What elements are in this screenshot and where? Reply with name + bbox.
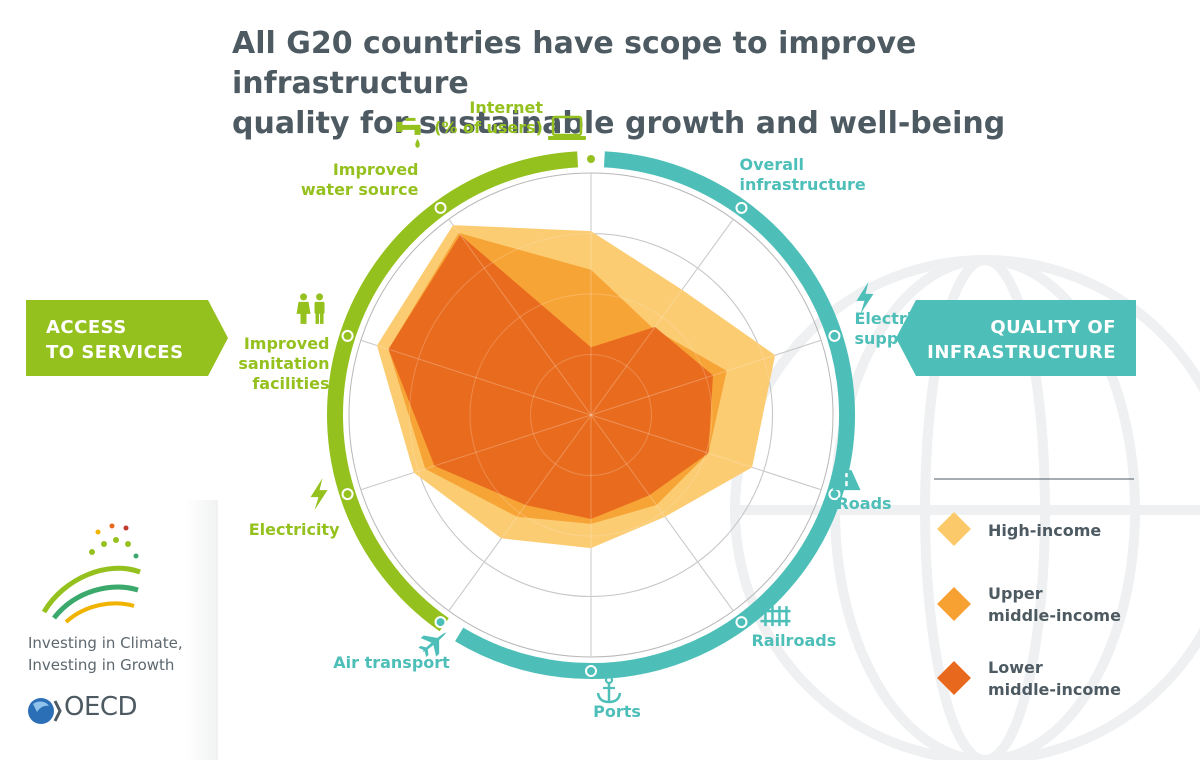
grid-spoke-overlay (448, 218, 592, 416)
axis-marker-dot (735, 201, 748, 214)
grid-spoke-overlay (448, 414, 592, 612)
grid-spoke-overlay (590, 414, 822, 491)
grid-spoke-overlay (360, 414, 592, 491)
legend-swatch-upper-middle-income (937, 587, 971, 621)
quality-banner-line-2: INFRASTRUCTURE (927, 342, 1116, 363)
axis-marker-dot (735, 616, 748, 629)
axis-marker-dot (341, 488, 354, 501)
axis-marker-dot (585, 153, 597, 165)
axis-label-line: Overall (739, 155, 804, 174)
logo-dot (125, 541, 131, 547)
legend-label-upper-middle-income-line-2: middle-income (988, 606, 1121, 625)
axis-labels: Internet (% of users) Overall infrastructur… (238, 98, 945, 721)
axis-label-line: Improved (244, 334, 330, 353)
logo-swoosh-2 (52, 584, 139, 620)
axis-label-4: Railroads (751, 631, 836, 650)
axis-label-line: (% of users) (434, 118, 543, 137)
axis-label-line: Railroads (751, 631, 836, 650)
axis-label-1: Overall infrastructure (739, 155, 865, 194)
airplane-icon (418, 632, 447, 657)
people-icon (296, 293, 325, 324)
logo-dot (95, 529, 101, 535)
axis-label-2: Electricity supply (854, 309, 945, 348)
legend-label-upper-middle-income-line-1: Upper (988, 584, 1043, 603)
axis-marker-dot (434, 201, 447, 214)
axis-label-5: Ports (593, 702, 641, 721)
legend: High-income Upper middle-income Lower mi… (934, 478, 1134, 699)
axis-label-line: water source (301, 180, 419, 199)
anchor-icon (596, 675, 622, 704)
axis-label-7: Electricity (249, 520, 340, 539)
grid-spoke-overlay (590, 339, 822, 416)
railroad-icon (760, 606, 791, 627)
axis-label-line: infrastructure (739, 175, 865, 194)
access-banner-line-2: TO SERVICES (46, 342, 184, 363)
oecd-globe-highlight (33, 701, 49, 712)
series-area-lower-middle-income (388, 234, 713, 520)
axis-label-line: Air transport (333, 653, 450, 672)
lightning-icon (856, 281, 874, 314)
logo-dot (113, 537, 119, 543)
legend-label-lower-middle-income-line-1: Lower (988, 658, 1043, 677)
axis-marker-dot (828, 329, 841, 342)
title-line-2: quality for sustainable growth and well-… (232, 106, 1006, 141)
axis-marker-dot (341, 329, 354, 342)
axis-label-line: sanitation (238, 354, 329, 373)
laptop-icon (548, 115, 586, 140)
axis-label-line: Roads (836, 494, 891, 513)
axis-label-6: Air transport (333, 653, 450, 672)
oecd-chevron-icon (53, 700, 62, 722)
quality-banner-line-1: QUALITY OF (990, 317, 1116, 338)
grid-ring-overlay (409, 233, 773, 597)
axis-label-line: facilities (252, 374, 329, 393)
logo-swoosh-1 (41, 565, 141, 614)
tagline-line-2: Investing in Growth (28, 656, 175, 674)
axis-marker-dot (434, 616, 447, 629)
logo-dot (123, 525, 129, 531)
grid-ring-overlay (469, 293, 713, 537)
lightning-icon (310, 478, 328, 511)
legend-label-high-income: High-income (988, 521, 1101, 540)
axis-label-line: Electricity (249, 520, 340, 539)
oecd-logo-mark (28, 698, 62, 724)
logo-dot (133, 553, 139, 559)
legend-label-lower-middle-income-line-2: middle-income (988, 680, 1121, 699)
tagline: Investing in Climate, Investing in Growt… (28, 632, 228, 676)
legend-swatch-lower-middle-income (937, 661, 971, 695)
logo-dot (89, 549, 95, 555)
title-line-1: All G20 countries have scope to improve … (232, 26, 917, 101)
axis-label-3: Roads (836, 494, 891, 513)
axis-label-8: Improved sanitation facilities (238, 334, 329, 393)
tagline-line-1: Investing in Climate, (28, 634, 183, 652)
axis-label-line: Ports (593, 702, 641, 721)
axis-label-line: Improved (333, 160, 419, 179)
logo-dot (109, 523, 115, 529)
grid-spoke-overlay (590, 414, 734, 612)
access-to-services-banner: ACCESS TO SERVICES (26, 300, 228, 376)
radar-series (360, 173, 822, 657)
axis-label-0: Internet (% of users) (434, 98, 543, 137)
access-banner-shape (26, 300, 228, 376)
quality-of-infrastructure-banner: QUALITY OF INFRASTRUCTURE (896, 300, 1136, 376)
quality-banner-shape (896, 300, 1136, 376)
access-ring-arc (327, 151, 579, 632)
access-banner-line-1: ACCESS (46, 317, 127, 338)
logo-dot (101, 541, 107, 547)
axis-label-line: Electricity (854, 309, 945, 328)
water-tap-icon (396, 117, 421, 148)
road-icon (832, 470, 861, 491)
grid-spoke-overlay (590, 218, 734, 416)
axis-marker-dot (585, 665, 597, 677)
oecd-wordmark: OECD (64, 692, 138, 722)
climate-growth-logo (41, 523, 141, 624)
axis-label-line: supply (854, 329, 914, 348)
page-title: All G20 countries have scope to improve … (232, 24, 1132, 144)
grid-spoke-overlay (360, 339, 592, 416)
grid-ring-overlay (530, 354, 652, 476)
axis-label-9: Improved water source (301, 160, 419, 199)
axis-label-line: Internet (469, 98, 543, 117)
legend-swatch-high-income (937, 512, 971, 546)
logo-swoosh-3 (64, 601, 135, 624)
